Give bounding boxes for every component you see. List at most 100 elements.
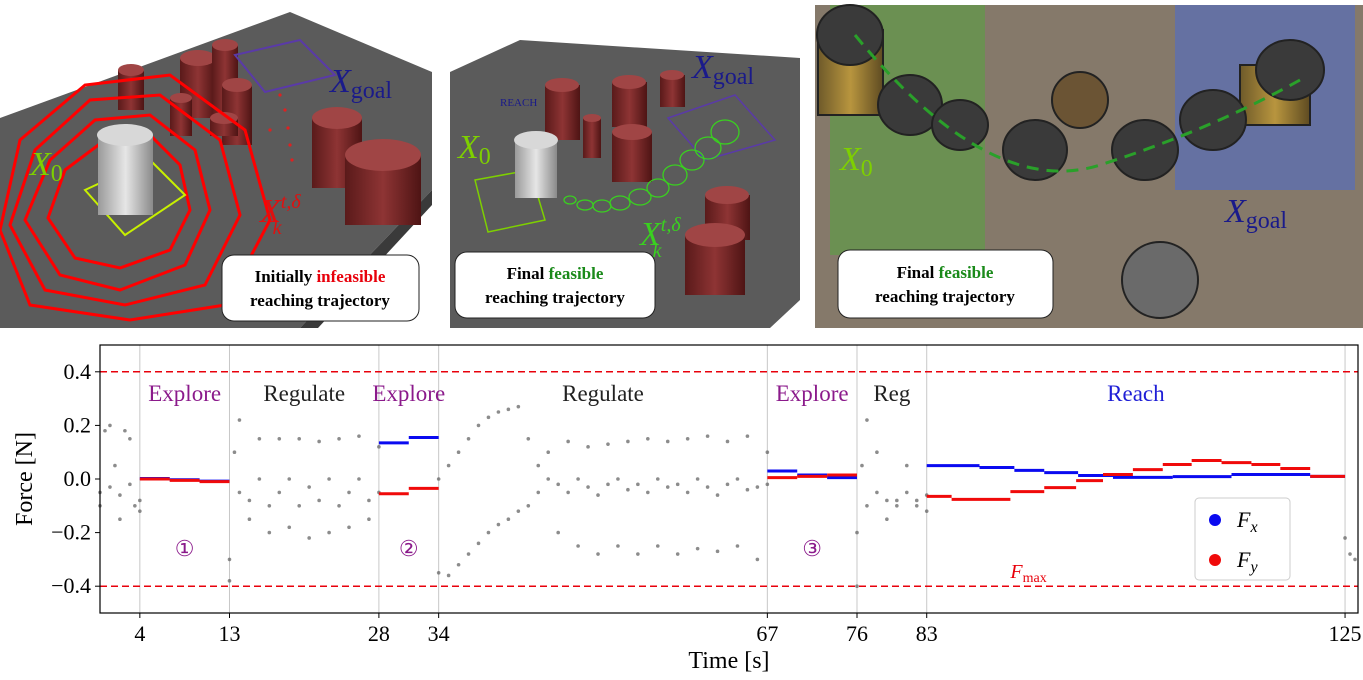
measured-point — [865, 504, 869, 508]
measured-point — [287, 477, 291, 481]
measured-point — [696, 547, 700, 551]
measured-point — [133, 504, 137, 508]
caption-emphasis: infeasible — [316, 267, 385, 286]
phase-label: Explore — [776, 381, 849, 406]
measured-point — [546, 477, 550, 481]
x-tick-label: 28 — [368, 621, 390, 646]
legend-marker — [1209, 554, 1221, 566]
measured-point — [487, 531, 491, 535]
y-tick-label: −0.4 — [51, 573, 91, 598]
measured-point — [756, 558, 760, 562]
measured-point — [337, 437, 341, 441]
measured-point — [357, 477, 361, 481]
legend-label-sub: y — [1248, 559, 1258, 576]
measured-point — [108, 424, 112, 428]
measured-point — [447, 464, 451, 468]
measured-point — [905, 464, 909, 468]
measured-point — [606, 442, 610, 446]
phase-label: Explore — [372, 381, 445, 406]
measured-point — [556, 531, 560, 535]
measured-point — [696, 477, 700, 481]
measured-point — [536, 491, 540, 495]
legend-marker — [1209, 514, 1221, 526]
measured-point — [248, 517, 252, 521]
measured-point — [128, 483, 132, 487]
measured-point — [457, 563, 461, 567]
measured-point — [517, 509, 521, 513]
measured-point — [676, 483, 680, 487]
measured-point — [576, 477, 580, 481]
measured-point — [576, 544, 580, 548]
measured-point — [138, 509, 142, 513]
limit-label-sub: max — [1023, 571, 1047, 586]
measured-point — [706, 434, 710, 438]
measured-point — [367, 499, 371, 503]
measured-point — [228, 579, 232, 583]
measured-point — [1343, 536, 1347, 540]
y-axis-label: Force [N] — [12, 432, 38, 526]
measured-point — [860, 464, 864, 468]
measured-point — [497, 410, 501, 414]
measured-point — [865, 418, 869, 422]
caption: Final feasible — [507, 264, 604, 283]
x-tick-label: 125 — [1329, 621, 1362, 646]
figure: Xgoal X0 Xt,δk Initially infeasible reac… — [0, 0, 1363, 675]
x-tick-label: 4 — [134, 621, 145, 646]
measured-point — [746, 488, 750, 492]
measured-point — [606, 483, 610, 487]
measured-point — [895, 499, 899, 503]
measured-point — [258, 437, 262, 441]
measured-point — [666, 485, 670, 489]
measured-point — [337, 504, 341, 508]
measured-point — [636, 552, 640, 556]
measured-point — [716, 493, 720, 497]
measured-point — [905, 491, 909, 495]
measured-point — [507, 408, 511, 412]
measured-point — [646, 437, 650, 441]
measured-point — [377, 445, 381, 449]
caption: reaching trajectory — [485, 288, 625, 307]
measured-point — [855, 531, 859, 535]
caption-emphasis: feasible — [939, 263, 994, 282]
measured-point — [238, 418, 242, 422]
measured-point — [706, 485, 710, 489]
measured-point — [268, 531, 272, 535]
measured-point — [766, 483, 770, 487]
measured-point — [746, 434, 750, 438]
phase-label: Reach — [1107, 381, 1165, 406]
measured-point — [915, 504, 919, 508]
measured-point — [566, 440, 570, 444]
measured-point — [736, 544, 740, 548]
y-tick-label: −0.2 — [51, 520, 91, 545]
measured-point — [855, 584, 859, 588]
caption: Final feasible — [897, 263, 994, 282]
measured-point — [118, 517, 122, 521]
measured-point — [307, 536, 311, 540]
measured-point — [686, 437, 690, 441]
tag: REACH — [500, 97, 537, 109]
measured-point — [666, 440, 670, 444]
limit-label: Fmax — [1009, 561, 1046, 586]
measured-point — [885, 517, 889, 521]
panel-photo: X0 Xgoal Final feasible reaching traject… — [815, 5, 1363, 328]
measured-point — [477, 542, 481, 546]
limit-label-main: F — [1009, 561, 1023, 583]
phase-marker: ② — [399, 536, 419, 561]
measured-point — [467, 437, 471, 441]
x-tick-label: 76 — [846, 621, 868, 646]
measured-point — [128, 437, 132, 441]
measured-point — [487, 416, 491, 420]
measured-point — [258, 477, 262, 481]
measured-point — [626, 488, 630, 492]
measured-point — [646, 491, 650, 495]
measured-point — [726, 483, 730, 487]
measured-point — [526, 437, 530, 441]
measured-point — [507, 517, 511, 521]
caption: Initially infeasible — [255, 267, 386, 286]
measured-point — [297, 437, 301, 441]
measured-point — [327, 477, 331, 481]
measured-point — [566, 491, 570, 495]
y-tick-label: 0.0 — [64, 466, 92, 491]
